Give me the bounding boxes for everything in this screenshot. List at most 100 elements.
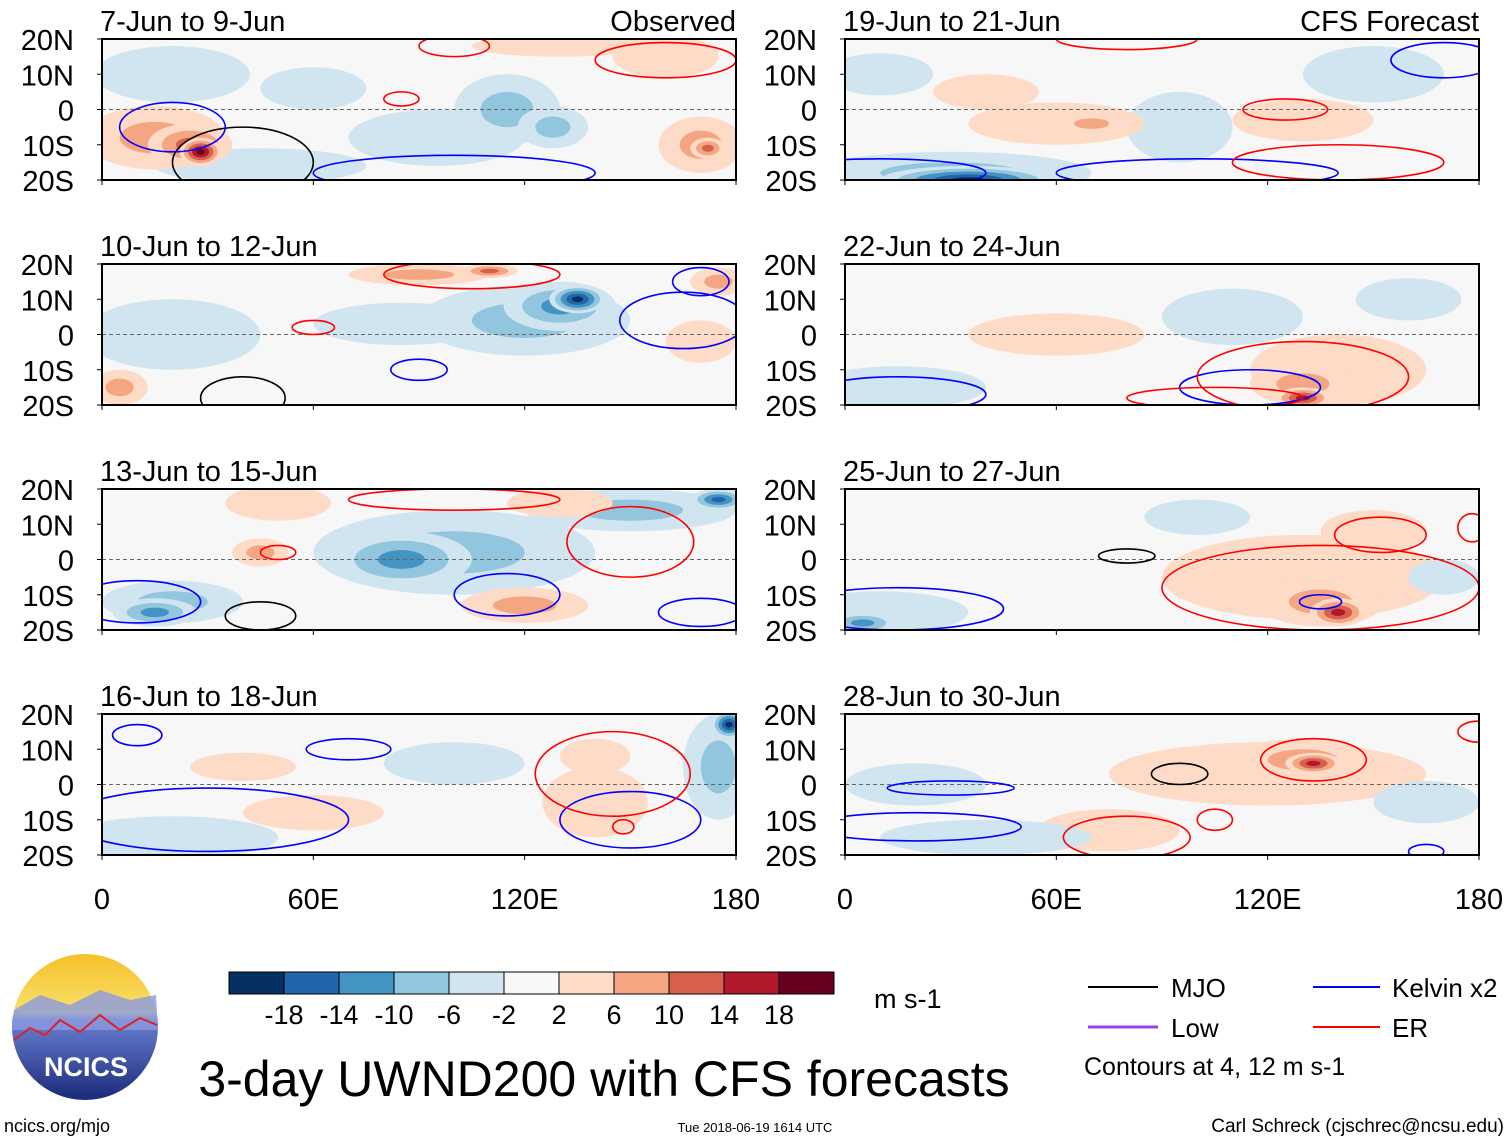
anomaly-patch [1373,780,1479,824]
anomaly-patch [383,269,455,280]
lat-tick-label: 0 [58,546,74,578]
kelvin-contour [111,723,163,747]
er-contour [1259,737,1368,782]
colorbar-label: 2 [551,1000,566,1030]
kelvin-contour [845,811,1022,842]
colorbar: -18 -14 -10 -6 -2 2 6 10 14 18 [228,971,835,1030]
lat-tick-label: 20N [21,700,74,732]
er-contour [1333,516,1427,554]
lat-tick-label: 10N [21,285,74,317]
lat-tick-label: 10S [22,806,74,838]
er-contour [566,505,695,578]
lon-tick-label: 120E [1234,884,1302,916]
anomaly-patch [1331,608,1346,616]
legend-contour-note: Contours at 4, 12 m s-1 [1084,1053,1345,1081]
anomaly-patch [1355,278,1462,321]
lat-tick-label: 0 [58,321,74,353]
lat-tick-label: 20N [764,700,817,732]
map-field [102,39,736,180]
er-contour [1231,143,1445,180]
anomaly-patch [492,596,557,615]
anomaly-patch [1302,46,1444,103]
colorbar-swatch [778,971,835,995]
lat-tick-label: 0 [58,96,74,128]
kelvin-contour [1407,843,1445,855]
anomaly-patch [480,91,534,128]
anomaly-patch [845,366,986,405]
lat-tick-label: 0 [801,771,817,803]
anomaly-patch [665,320,736,363]
er-contour [382,91,420,107]
anomaly-patch [1320,510,1427,553]
footer-url[interactable]: ncics.org/mjo [4,1116,110,1136]
lat-tick-label: 20S [765,616,817,648]
anomaly-patch [1073,118,1110,129]
lat-tick-label: 10S [22,356,74,388]
kelvin-contour [102,787,350,853]
lon-tick-label: 0 [837,884,853,916]
lat-tick-label: 10N [764,60,817,92]
colorbar-swatch [613,971,670,995]
lon-tick-label: 60E [1031,884,1083,916]
lat-tick-label: 0 [801,546,817,578]
anomaly-patch [535,116,571,138]
lat-tick-label: 0 [58,771,74,803]
anomaly-patch [383,742,525,785]
anomaly-patch [507,489,613,518]
panel-title: 10-Jun to 12-Jun [100,231,318,263]
anomaly-patch [140,607,169,618]
lat-tick-label: 20N [764,250,817,282]
lat-tick-label: 20N [21,250,74,282]
colorbar-swatch [503,971,560,995]
lat-tick-label: 10S [765,131,817,163]
map-field [845,489,1479,630]
colorbar-label: 6 [606,1000,621,1030]
mjo-contour [1097,548,1156,564]
panel-title: 22-Jun to 24-Jun [843,231,1061,263]
anomaly-patch [700,740,736,794]
map-field [845,714,1479,855]
anomaly-patch [1306,760,1321,766]
lon-tick-label: 120E [491,884,559,916]
mjo-contour [1150,762,1209,786]
kelvin-contour [102,579,202,624]
lat-tick-label: 10S [22,581,74,613]
column-label: Observed [610,6,736,38]
legend-mjo-label: MJO [1171,973,1226,1003]
anomaly-patch [225,489,331,521]
mjo-contour [224,601,297,630]
footer-author: Carl Schreck (cjschrec@ncsu.edu) [1211,1116,1504,1137]
map-field [102,714,736,855]
lat-tick-label: 20S [765,391,817,423]
map-field [845,39,1479,180]
logo-text: NCICS [44,1052,128,1082]
anomaly-patch [1408,559,1479,595]
kelvin-contour [1178,368,1322,405]
kelvin-contour [118,101,227,153]
panel-title: 28-Jun to 30-Jun [843,681,1061,713]
er-contour [418,39,491,58]
panel-title: 25-Jun to 27-Jun [843,456,1061,488]
lat-tick-label: 20N [21,25,74,57]
lat-tick-label: 10S [765,356,817,388]
anomaly-patch [711,496,726,503]
anomaly-patch [571,296,584,303]
er-contour [534,730,692,818]
footer-timestamp: Tue 2018-06-19 1614 UTC [678,1120,833,1135]
anomaly-patch [850,619,875,627]
lat-tick-label: 0 [801,96,817,128]
column-label: CFS Forecast [1300,6,1479,38]
lat-tick-label: 10S [22,131,74,163]
anomaly-patch [102,46,250,103]
anomaly-patch [242,795,384,831]
anomaly-patch [480,268,499,274]
colorbar-swatch [393,971,450,995]
lat-tick-label: 10S [765,806,817,838]
colorbar-swatch [558,971,615,995]
colorbar-label: 18 [764,1000,794,1030]
anomaly-patch [1162,288,1303,346]
